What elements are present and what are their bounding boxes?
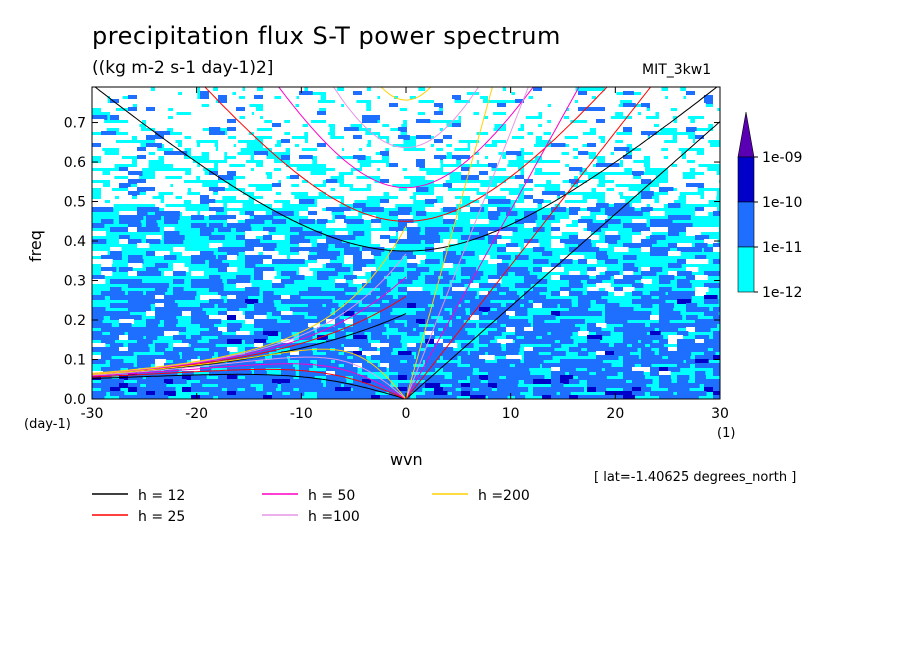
kelvin-curve-h12 <box>405 121 720 399</box>
colorbar-label: 1e-12 <box>762 285 802 301</box>
kelvin-curve-h100 <box>405 87 529 399</box>
colorbar-segment <box>737 156 755 203</box>
kelvin-curve-h50 <box>405 87 580 399</box>
colorbar: 1e-09 1e-10 1e-11 1e-12 <box>737 111 802 301</box>
y-tick-label: 0.0 <box>64 392 86 408</box>
x-tick-label: -10 <box>290 406 313 422</box>
x-tick-label: -30 <box>81 406 104 422</box>
gravity-curve-h25 <box>204 87 608 222</box>
kelvin-curve-h25 <box>405 87 652 399</box>
chart-title: precipitation flux S-T power spectrum <box>92 22 561 50</box>
y-tick-label: 0.6 <box>64 155 86 171</box>
legend: h = 12 h = 25 h = 50 h =100 h =200 <box>92 488 530 525</box>
power-spectrum-field <box>92 87 720 399</box>
chart-subtitle: ((kg m-2 s-1 day-1)2] <box>92 58 274 78</box>
legend-label: h = 50 <box>308 488 355 504</box>
x-tick-label: 30 <box>711 406 729 422</box>
rossby-curve-h25 <box>92 368 407 399</box>
gravity-curve-h50 <box>278 87 534 189</box>
x-tick-label: 20 <box>606 406 624 422</box>
mrg-curve-h200 <box>92 226 407 374</box>
gravity-curve-h100 <box>332 87 480 149</box>
gravity-curve-h12 <box>94 87 718 252</box>
rossby-curve-h50 <box>92 363 407 399</box>
legend-label: h =200 <box>478 488 530 504</box>
colorbar-segment <box>737 201 755 248</box>
y-tick-label: 0.4 <box>64 234 86 250</box>
kelvin-curve-h200 <box>405 87 493 399</box>
y-tick-label: 0.2 <box>64 313 86 329</box>
colorbar-segment <box>737 246 755 293</box>
legend-label: h = 25 <box>138 509 185 525</box>
model-label: MIT_3kw1 <box>642 62 712 78</box>
rossby-curve-h200 <box>92 348 407 399</box>
x-tick-label: -20 <box>185 406 208 422</box>
axes: -30 -20 -10 0 10 20 30 0.0 0.1 0.2 0.3 0.4 0.5 0.6 0.7 <box>64 87 729 422</box>
colorbar-label: 1e-11 <box>762 240 802 256</box>
dispersion-curves <box>92 87 720 399</box>
x-tick-label: 0 <box>402 406 411 422</box>
rossby-curve-h100 <box>92 356 407 399</box>
y-axis-units: (day-1) <box>24 417 71 432</box>
colorbar-extend-triangle <box>737 111 755 158</box>
gravity-curve-h200 <box>380 87 432 101</box>
x-axis-label: wvn <box>390 450 423 469</box>
y-tick-label: 0.5 <box>64 195 86 211</box>
latitude-note: [ lat=-1.40625 degrees_north ] <box>594 470 797 485</box>
x-axis-units: (1) <box>717 426 736 441</box>
x-tick-label: 10 <box>502 406 520 422</box>
rossby-curve-h12 <box>92 373 407 399</box>
colorbar-label: 1e-09 <box>762 150 802 166</box>
legend-label: h =100 <box>308 509 360 525</box>
y-tick-label: 0.3 <box>64 274 86 290</box>
colorbar-label: 1e-10 <box>762 195 802 211</box>
y-tick-label: 0.7 <box>64 116 86 132</box>
legend-label: h = 12 <box>138 488 185 504</box>
y-tick-label: 0.1 <box>64 353 86 369</box>
